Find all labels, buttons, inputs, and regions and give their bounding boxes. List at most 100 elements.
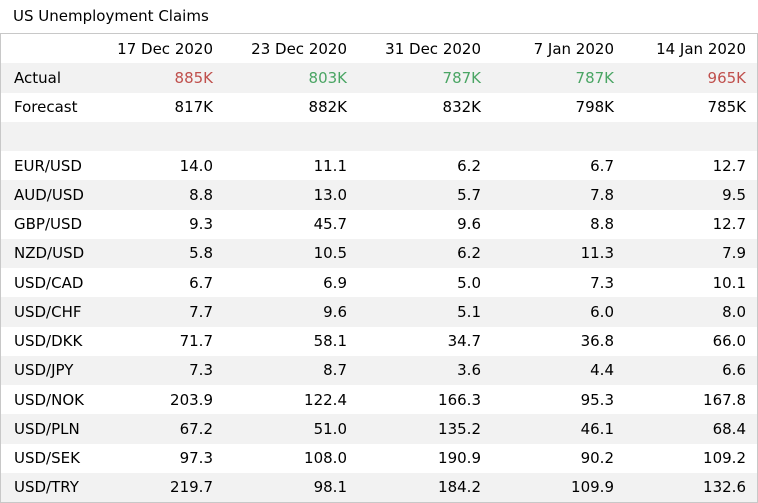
pair-value: 5.0 (457, 273, 481, 292)
pair-value: 11.1 (313, 156, 347, 175)
pair-value: 135.2 (358, 414, 492, 444)
pair-label: USD/NOK (14, 390, 84, 409)
pair-row: USD/CAD 6.7 6.9 5.0 7.3 10.1 (1, 268, 757, 297)
pair-value: 58.1 (313, 332, 347, 351)
pair-value: 12.7 (712, 215, 746, 234)
actual-value: 885K (91, 63, 224, 93)
pair-value: 6.2 (358, 238, 492, 268)
pair-value: 10.1 (712, 273, 746, 292)
pair-row: AUD/USD 8.8 13.0 5.7 7.8 9.5 (1, 180, 757, 210)
pair-value: 45.7 (313, 215, 347, 234)
pair-value: 67.2 (91, 414, 224, 444)
pair-value: 46.1 (492, 414, 625, 444)
pair-value: 6.9 (323, 273, 347, 292)
pair-value: 7.8 (492, 180, 625, 210)
pair-value: 132.6 (625, 472, 757, 502)
pair-row: USD/TRY 219.7 98.1 184.2 109.9 132.6 (1, 472, 757, 502)
pair-value: 13.0 (224, 180, 358, 210)
forecast-value: 832K (442, 98, 481, 117)
spacer-row (1, 121, 757, 151)
pair-value: 7.3 (91, 355, 224, 385)
actual-value: 965K (625, 63, 757, 93)
row-label: Actual (1, 63, 91, 93)
forecast-value: 798K (575, 98, 614, 117)
pair-label: GBP/USD (14, 215, 83, 234)
column-header: 31 Dec 2020 (385, 39, 481, 58)
pair-value: 108.0 (304, 449, 347, 468)
pair-value: 7.7 (91, 297, 224, 327)
column-header: 17 Dec 2020 (117, 39, 213, 58)
pair-value: 7.3 (590, 273, 614, 292)
pair-value: 8.0 (625, 297, 757, 327)
pair-label: USD/CAD (14, 273, 84, 292)
pair-value: 5.7 (358, 180, 492, 210)
spacer-cell (492, 121, 625, 151)
pair-value: 219.7 (91, 472, 224, 502)
pair-value: 122.4 (304, 390, 347, 409)
pair-row: USD/SEK 97.3 108.0 190.9 90.2 109.2 (1, 444, 757, 473)
pair-value: 6.7 (590, 156, 614, 175)
pair-row: USD/CHF 7.7 9.6 5.1 6.0 8.0 (1, 297, 757, 327)
spacer-cell (358, 121, 492, 151)
pair-row: USD/JPY 7.3 8.7 3.6 4.4 6.6 (1, 355, 757, 385)
pair-label: EUR/USD (14, 156, 82, 175)
pair-value: 8.8 (91, 180, 224, 210)
pair-value: 11.3 (492, 238, 625, 268)
column-header: 7 Jan 2020 (533, 39, 614, 58)
pair-value: 71.7 (179, 332, 213, 351)
pair-row: USD/PLN 67.2 51.0 135.2 46.1 68.4 (1, 414, 757, 444)
pair-value: 7.9 (625, 238, 757, 268)
pair-value: 9.5 (625, 180, 757, 210)
pair-value: 6.6 (625, 355, 757, 385)
pair-value: 203.9 (170, 390, 213, 409)
forecast-value: 785K (707, 98, 746, 117)
pair-row: GBP/USD 9.3 45.7 9.6 8.8 12.7 (1, 210, 757, 239)
pair-value: 109.2 (703, 449, 746, 468)
claims-table-frame: 17 Dec 2020 23 Dec 2020 31 Dec 2020 7 Ja… (0, 33, 758, 503)
pair-value: 8.8 (590, 215, 614, 234)
page-title: US Unemployment Claims (13, 7, 209, 25)
pair-row: NZD/USD 5.8 10.5 6.2 11.3 7.9 (1, 238, 757, 268)
forecast-value: 882K (308, 98, 347, 117)
pair-value: 97.3 (179, 449, 213, 468)
pair-value: 5.8 (91, 238, 224, 268)
pair-value: 8.7 (224, 355, 358, 385)
pair-value: 34.7 (447, 332, 481, 351)
pair-value: 36.8 (580, 332, 614, 351)
corner-cell (1, 34, 91, 63)
pair-value: 9.6 (224, 297, 358, 327)
pair-label: USD/DKK (14, 332, 83, 351)
pair-value: 5.1 (358, 297, 492, 327)
pair-row: EUR/USD 14.0 11.1 6.2 6.7 12.7 (1, 151, 757, 180)
forecast-row: Forecast 817K 882K 832K 798K 785K (1, 93, 757, 122)
pair-label: USD/SEK (14, 449, 80, 468)
pair-label: AUD/USD (1, 180, 91, 210)
pair-value: 3.6 (358, 355, 492, 385)
pair-value: 9.3 (189, 215, 213, 234)
actual-value: 803K (224, 63, 358, 93)
pair-value: 167.8 (703, 390, 746, 409)
pair-value: 9.6 (457, 215, 481, 234)
claims-table: 17 Dec 2020 23 Dec 2020 31 Dec 2020 7 Ja… (1, 34, 757, 502)
pair-value: 12.7 (712, 156, 746, 175)
forecast-value: 817K (174, 98, 213, 117)
pair-value: 66.0 (712, 332, 746, 351)
actual-row: Actual 885K 803K 787K 787K 965K (1, 63, 757, 93)
spacer-cell (1, 121, 91, 151)
pair-value: 166.3 (438, 390, 481, 409)
spacer-cell (625, 121, 757, 151)
pair-value: 90.2 (580, 449, 614, 468)
header-row: 17 Dec 2020 23 Dec 2020 31 Dec 2020 7 Ja… (1, 34, 757, 63)
actual-value: 787K (358, 63, 492, 93)
pair-value: 184.2 (358, 472, 492, 502)
pair-row: USD/DKK 71.7 58.1 34.7 36.8 66.0 (1, 327, 757, 356)
pair-value: 190.9 (438, 449, 481, 468)
spacer-cell (224, 121, 358, 151)
pair-value: 109.9 (492, 472, 625, 502)
pair-label: NZD/USD (1, 238, 91, 268)
pair-value: 14.0 (179, 156, 213, 175)
spacer-cell (91, 121, 224, 151)
pair-label: USD/JPY (1, 355, 91, 385)
pair-label: USD/TRY (1, 472, 91, 502)
pair-value: 6.7 (189, 273, 213, 292)
